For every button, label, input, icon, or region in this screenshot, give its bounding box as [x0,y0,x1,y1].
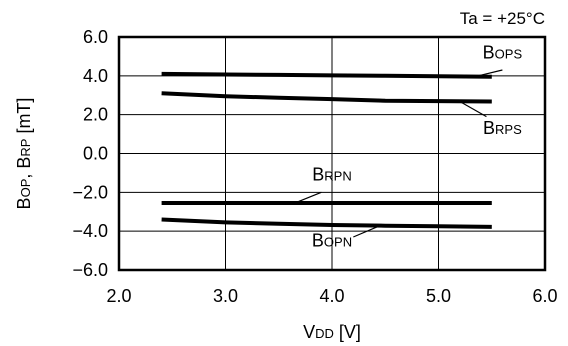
x-axis-label: VDD [V] [303,322,361,342]
y-tick-label: 6.0 [83,27,108,47]
x-tick-label: 3.0 [213,286,238,306]
series-line-bops [161,71,492,79]
axis-titles: VDD [V] BOP, BRP [mT] [14,98,361,342]
y-tick-label: −4.0 [72,221,108,241]
leader-line-bops [475,69,503,77]
series-label-brps: BRPS [483,118,522,138]
series-labels: BOPS BRPS BRPN BOPN [294,42,523,251]
x-tick-label: 4.0 [319,286,344,306]
tick-labels: 2.0 3.0 4.0 5.0 6.0 6.0 4.0 2.0 0.0 −2.0 −4.0 −6.0 [72,27,557,306]
x-tick-label: 2.0 [106,286,131,306]
leader-line-brpn [294,191,322,204]
x-tick-label: 6.0 [532,286,557,306]
y-tick-label: 0.0 [83,144,108,164]
temperature-annotation: Ta = +25°C [460,9,545,28]
series-layer [161,71,492,229]
y-tick-label: 4.0 [83,66,108,86]
series-line-brps [161,91,492,104]
y-axis-label: BOP, BRP [mT] [14,98,34,210]
y-tick-label: −6.0 [72,260,108,280]
series-label-brpn: BRPN [312,165,351,185]
y-tick-label: 2.0 [83,105,108,125]
leader-line-brps [459,100,487,118]
y-tick-label: −2.0 [72,182,108,202]
series-label-bops: BOPS [483,42,523,62]
x-tick-label: 5.0 [426,286,451,306]
series-line-bopn [161,217,492,229]
plot-area [117,35,547,272]
leader-line-bopn [353,225,381,238]
series-label-bopn: BOPN [312,231,352,251]
